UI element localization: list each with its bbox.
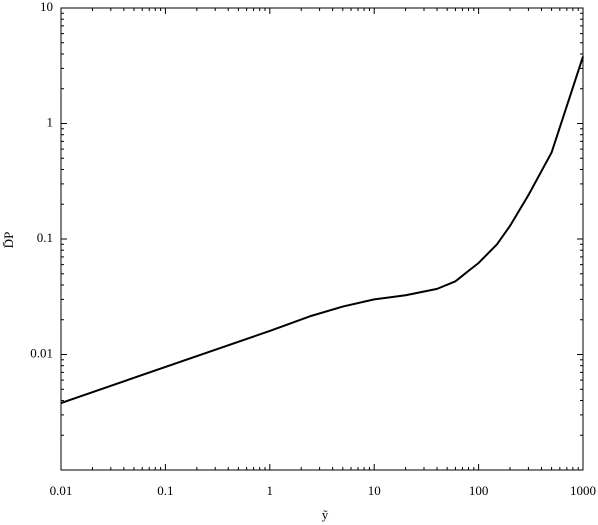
x-tick-label: 10 — [368, 483, 381, 498]
x-tick-label: 0.1 — [157, 483, 173, 498]
y-tick-label: 0.1 — [37, 230, 53, 245]
data-line — [60, 56, 584, 404]
x-tick-label: 1000 — [570, 483, 596, 498]
y-tick-label: 10 — [40, 0, 53, 14]
x-tick-label: 100 — [469, 483, 489, 498]
x-axis-label: ỹ — [322, 507, 329, 522]
y-tick-label: 1 — [47, 114, 54, 129]
y-axis-label: D̄P — [1, 232, 16, 249]
plot-frame — [60, 7, 584, 471]
x-tick-label: 0.01 — [50, 483, 73, 498]
y-tick-label: 0.01 — [30, 345, 53, 360]
x-tick-label: 1 — [267, 483, 274, 498]
